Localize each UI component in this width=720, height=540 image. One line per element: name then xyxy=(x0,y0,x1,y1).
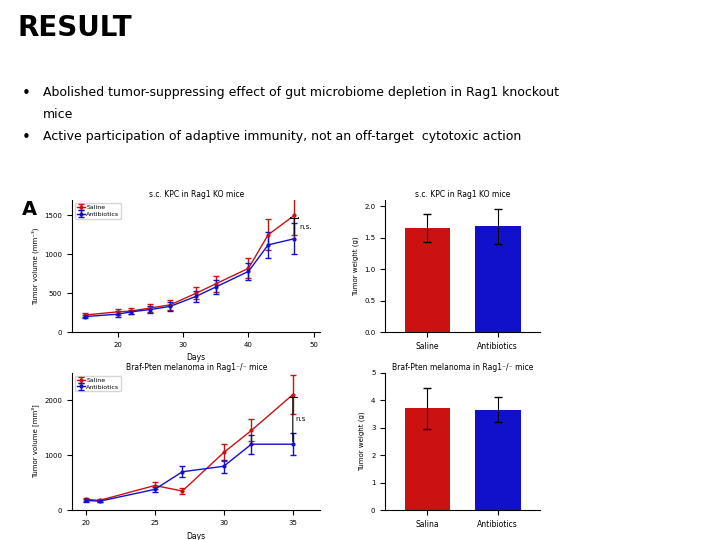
Bar xyxy=(405,228,450,332)
Title: Braf-Pten melanoma in Rag1⁻/⁻ mice: Braf-Pten melanoma in Rag1⁻/⁻ mice xyxy=(392,363,534,372)
Title: s.c. KPC in Rag1 KO mice: s.c. KPC in Rag1 KO mice xyxy=(148,190,244,199)
Text: •: • xyxy=(22,86,30,102)
Text: n.s: n.s xyxy=(295,416,306,422)
X-axis label: Days: Days xyxy=(186,531,206,540)
Bar xyxy=(405,408,450,510)
Text: •: • xyxy=(22,130,30,145)
Title: s.c. KPC in Rag1 KO mice: s.c. KPC in Rag1 KO mice xyxy=(415,190,510,199)
Text: Abolished tumor-suppressing effect of gut microbiome depletion in Rag1 knockout: Abolished tumor-suppressing effect of gu… xyxy=(43,86,559,99)
Text: A: A xyxy=(22,200,37,219)
Text: Active participation of adaptive immunity, not an off-target  cytotoxic action: Active participation of adaptive immunit… xyxy=(43,130,521,143)
Text: mice: mice xyxy=(43,108,73,121)
Y-axis label: Tumor volume (mm⁻³): Tumor volume (mm⁻³) xyxy=(31,227,39,305)
Text: n.s.: n.s. xyxy=(300,224,312,230)
Title: Braf-Pten melanoma in Rag1⁻/⁻ mice: Braf-Pten melanoma in Rag1⁻/⁻ mice xyxy=(125,363,267,372)
Y-axis label: Tumor weight (g): Tumor weight (g) xyxy=(352,236,359,296)
Bar xyxy=(475,410,521,510)
Legend: Saline, Antibiotics: Saline, Antibiotics xyxy=(75,376,122,392)
Text: RESULT: RESULT xyxy=(18,14,132,42)
Y-axis label: Tumor volume [mm³]: Tumor volume [mm³] xyxy=(31,404,39,478)
Legend: Saline, Antibiotics: Saline, Antibiotics xyxy=(75,203,122,219)
X-axis label: Days: Days xyxy=(186,353,206,362)
Bar xyxy=(475,226,521,332)
Y-axis label: Tumor weight (g): Tumor weight (g) xyxy=(359,411,366,471)
